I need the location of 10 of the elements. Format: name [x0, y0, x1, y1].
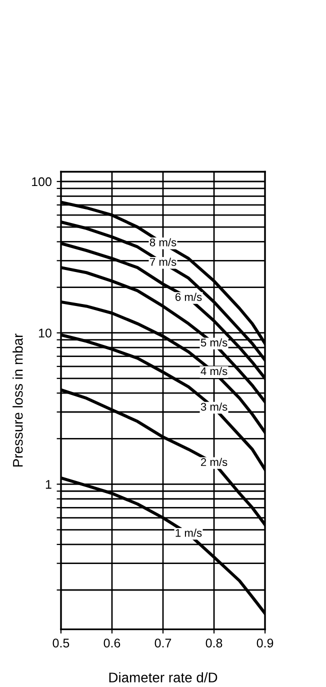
x-tick-label: 0.5 [52, 638, 70, 648]
x-tick-label: 0.6 [104, 638, 120, 648]
y-tick-label: 1 [46, 480, 52, 489]
y-axis-title: Pressure loss in mbar [12, 334, 23, 467]
x-tick-label: 0.8 [206, 638, 222, 648]
x-tick-label: 0.9 [256, 638, 274, 648]
y-tick-label: 100 [32, 177, 52, 186]
x-axis-title: Diameter rate d/D [109, 672, 218, 682]
y-tick-label: 10 [38, 328, 52, 338]
x-tick-label: 0.7 [154, 638, 172, 648]
